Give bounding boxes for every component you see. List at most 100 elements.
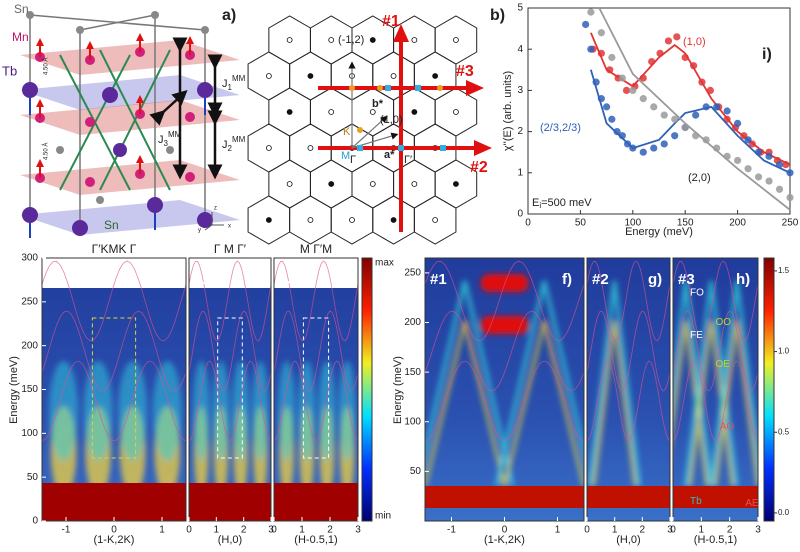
model-curve <box>673 260 758 342</box>
point-label: (-1,2) <box>338 34 364 46</box>
lattice-point <box>307 217 314 223</box>
intensity-blob <box>278 361 295 461</box>
x-tick-label: 2 <box>241 525 247 536</box>
x-tick-label: -1 <box>447 525 456 536</box>
lattice-point <box>286 37 293 43</box>
data-point <box>608 53 616 62</box>
data-point <box>713 103 721 111</box>
data-point <box>639 148 647 156</box>
dispersion <box>494 280 584 487</box>
y-tick-label: 100 <box>21 428 38 439</box>
lattice-point <box>265 73 272 79</box>
cut-label: #3 <box>456 63 474 80</box>
flat-mode <box>480 274 529 292</box>
lattice-point <box>369 37 376 43</box>
panel-label: b) <box>490 7 505 24</box>
panel-frame <box>586 257 671 522</box>
data-point <box>744 136 752 144</box>
data-point <box>622 86 631 94</box>
heatmap <box>274 258 358 521</box>
y-axis-title: Energy (meV) <box>392 356 404 424</box>
intensity-blob <box>152 361 182 461</box>
y-tick-label: 250 <box>21 296 38 307</box>
data-point <box>723 107 731 115</box>
intensity <box>673 280 758 487</box>
data-point <box>650 103 658 111</box>
dispersion <box>673 320 709 487</box>
data-point <box>613 128 621 136</box>
x-axis-title: Energy (meV) <box>625 226 693 238</box>
colorbar-tick-label: 1.0 <box>778 347 790 356</box>
mode-label: FE <box>690 330 703 341</box>
crystal-structure: Sn Mn Tb Sn 4.50 Å 4.50 Å J1MM J3MM J2MM… <box>2 2 246 238</box>
x-tick-label: 0 <box>584 525 590 536</box>
y-axis-title: χ''(E) (arb. units) <box>502 71 514 151</box>
annotation-sub: i <box>539 201 541 210</box>
y-tick-label: 1 <box>517 167 523 178</box>
data-point <box>660 111 668 119</box>
coupling-symbol: J <box>158 134 164 146</box>
colorbar-label: max <box>375 258 394 269</box>
intensity-blob <box>83 361 113 461</box>
data-point <box>597 29 605 37</box>
atom-label: Tb <box>2 63 17 78</box>
coupling-sub: 2 <box>228 144 233 153</box>
panel-frame <box>273 257 359 522</box>
x-axis-title: (H,0) <box>218 534 242 546</box>
plot-frame <box>527 7 791 215</box>
atom-label: Sn <box>104 218 119 232</box>
x-tick-label: 3 <box>667 525 673 536</box>
x-tick-label: 1 <box>699 525 705 536</box>
intensity <box>193 361 269 496</box>
lattice-point <box>369 109 376 115</box>
intensity-blob <box>118 361 148 461</box>
panel-label: a) <box>222 7 236 24</box>
path-label: M Γ′M <box>300 242 332 256</box>
model-curve <box>673 360 758 442</box>
mode-label: FO <box>690 287 704 298</box>
lattice-point <box>411 37 418 43</box>
data-point <box>671 115 679 123</box>
fit-line <box>590 32 791 166</box>
point-label: Γ <box>350 154 356 166</box>
heatmap <box>425 258 584 521</box>
cut-label: #1 <box>47 271 64 288</box>
data-point <box>587 45 595 53</box>
coupling-symbol: J <box>222 139 228 151</box>
fit-line <box>598 7 791 211</box>
point-label: (1,0) <box>380 114 403 126</box>
lattice-point <box>390 217 397 223</box>
annotation-base: E <box>532 197 539 209</box>
point-label: b* <box>372 98 384 110</box>
mode-label: OO <box>716 317 732 328</box>
high-band <box>42 483 186 521</box>
y-tick-label: 250 <box>404 268 421 279</box>
dispersion <box>688 320 734 487</box>
y-tick-label: 200 <box>404 317 421 328</box>
point-label: K <box>343 126 351 138</box>
intensity-blob <box>232 361 249 461</box>
y-tick-label: 100 <box>404 416 421 427</box>
heatmap <box>189 258 271 521</box>
data-point <box>608 115 616 123</box>
distance-label: 4.50 Å <box>43 143 50 160</box>
model-curve <box>587 310 670 392</box>
legend-label: (1,0) <box>683 36 706 48</box>
high-band <box>425 486 584 508</box>
data-point <box>673 33 681 41</box>
model-curve <box>42 360 186 442</box>
x-tick-label: 1 <box>214 525 220 536</box>
dispersion <box>587 280 642 487</box>
y-tick-label: 50 <box>410 466 422 477</box>
data-point <box>671 132 679 140</box>
y-tick-label: 5 <box>517 3 523 14</box>
x-tick-label: 0 <box>502 525 508 536</box>
high-band <box>189 483 271 521</box>
panel-label: d) <box>249 271 263 288</box>
cut-label: #3 <box>279 271 296 288</box>
lattice-point <box>307 73 314 79</box>
model-curve <box>189 360 271 442</box>
coupling-sup: MM <box>232 74 246 83</box>
heatmap-bg <box>425 258 584 521</box>
x-axis-title: (1-K,2K) <box>484 534 525 546</box>
